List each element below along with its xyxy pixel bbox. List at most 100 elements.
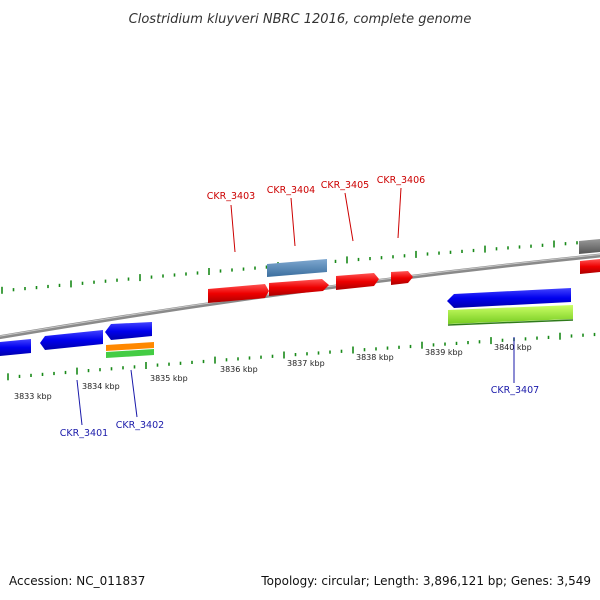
major-tick — [208, 268, 210, 275]
major-tick — [490, 337, 492, 345]
minor-tick — [219, 269, 222, 273]
minor-tick — [35, 286, 38, 290]
upper-feature-track — [267, 239, 600, 277]
gene-ckr-3407[interactable] — [447, 288, 571, 308]
minor-tick — [127, 277, 130, 281]
minor-tick — [81, 281, 84, 285]
map-title: Clostridium kluyveri NBRC 12016, complet… — [129, 12, 472, 27]
gene-ckr-3406[interactable] — [391, 271, 413, 285]
gene-ckr-3404[interactable] — [269, 279, 329, 296]
scale-label: 3834 kbp — [82, 382, 120, 391]
gene-label[interactable]: CKR_3403 — [207, 191, 255, 202]
minor-tick — [191, 360, 193, 364]
feature-block-lime-edge — [447, 319, 574, 326]
major-tick — [145, 362, 147, 369]
minor-tick — [530, 244, 532, 248]
minor-tick — [116, 278, 118, 282]
minor-tick — [375, 347, 377, 351]
major-tick — [346, 256, 348, 264]
minor-tick — [329, 350, 331, 354]
minor-tick — [426, 252, 429, 256]
minor-tick — [409, 344, 412, 349]
minor-tick — [12, 288, 15, 292]
minor-tick — [524, 337, 527, 341]
minor-tick — [369, 257, 371, 261]
feature-block-gray[interactable] — [579, 239, 600, 254]
minor-tick — [334, 259, 337, 263]
minor-tick — [392, 255, 394, 259]
gene-ckr-3403[interactable] — [208, 284, 269, 303]
minor-tick — [478, 340, 481, 344]
minor-tick — [541, 243, 544, 247]
major-tick — [1, 286, 3, 294]
minor-tick — [593, 332, 596, 337]
minor-tick — [18, 374, 21, 378]
minor-tick — [570, 334, 573, 338]
minor-tick — [317, 351, 320, 355]
major-tick — [553, 240, 555, 248]
minor-tick — [196, 271, 199, 275]
minor-tick — [202, 359, 205, 364]
minor-tick — [87, 369, 90, 373]
gene-label[interactable]: CKR_3401 — [60, 428, 108, 439]
minor-tick — [156, 363, 159, 367]
minor-tick — [30, 373, 32, 377]
scale-label: 3833 kbp — [14, 392, 52, 401]
major-tick — [352, 346, 354, 354]
scale-labels: 3833 kbp 3834 kbp 3835 kbp 3836 kbp 3837… — [14, 343, 532, 401]
gene-right-edge-red[interactable] — [580, 259, 600, 274]
minor-tick — [185, 272, 187, 276]
minor-tick — [507, 246, 509, 250]
gene-ckr-3405[interactable] — [336, 273, 379, 290]
feature-block-orange[interactable] — [106, 342, 154, 351]
minor-tick — [173, 273, 176, 277]
gene-label[interactable]: CKR_3405 — [321, 180, 369, 191]
accession-text: Accession: NC_011837 — [9, 574, 145, 588]
minor-tick — [501, 338, 504, 342]
minor-tick — [306, 352, 308, 356]
reverse-strand-genes — [0, 288, 571, 356]
gene-ckr-3402[interactable] — [105, 322, 152, 340]
scale-label: 3836 kbp — [220, 365, 258, 374]
minor-tick — [449, 250, 452, 254]
minor-tick — [162, 274, 164, 278]
minor-tick — [24, 287, 26, 291]
gene-left-edge-blue[interactable] — [0, 339, 31, 356]
minor-tick — [576, 241, 578, 245]
gene-leaders — [76, 187, 515, 426]
gene-label[interactable]: CKR_3407 — [491, 385, 539, 396]
minor-tick — [179, 361, 182, 365]
feature-block-lime[interactable] — [448, 305, 573, 324]
gene-ckr-3401[interactable] — [40, 330, 103, 350]
gene-label[interactable]: CKR_3402 — [116, 420, 164, 431]
minor-tick — [53, 371, 55, 376]
minor-tick — [64, 370, 67, 375]
minor-tick — [340, 349, 343, 353]
major-tick — [76, 367, 78, 375]
major-tick — [421, 341, 423, 349]
minor-tick — [242, 267, 245, 271]
lower-tick-ring — [7, 332, 596, 381]
gene-label[interactable]: CKR_3406 — [377, 175, 425, 186]
feature-block-green[interactable] — [106, 349, 154, 358]
lower-feature-track — [106, 305, 574, 358]
minor-tick — [357, 257, 360, 262]
minor-tick — [472, 248, 475, 253]
minor-tick — [432, 343, 435, 347]
major-tick — [415, 250, 417, 258]
major-tick — [139, 274, 141, 282]
scale-label: 3837 kbp — [287, 359, 325, 368]
scale-label: 3840 kbp — [494, 343, 532, 352]
minor-tick — [237, 357, 239, 361]
feature-block-steelblue[interactable] — [267, 259, 327, 277]
minor-tick — [444, 342, 446, 346]
forward-strand-genes — [208, 259, 600, 303]
gene-label[interactable]: CKR_3404 — [267, 185, 315, 196]
minor-tick — [99, 368, 101, 372]
minor-tick — [110, 367, 113, 371]
minor-tick — [438, 251, 440, 255]
minor-tick — [386, 346, 389, 350]
minor-tick — [461, 249, 463, 253]
minor-tick — [150, 275, 153, 279]
